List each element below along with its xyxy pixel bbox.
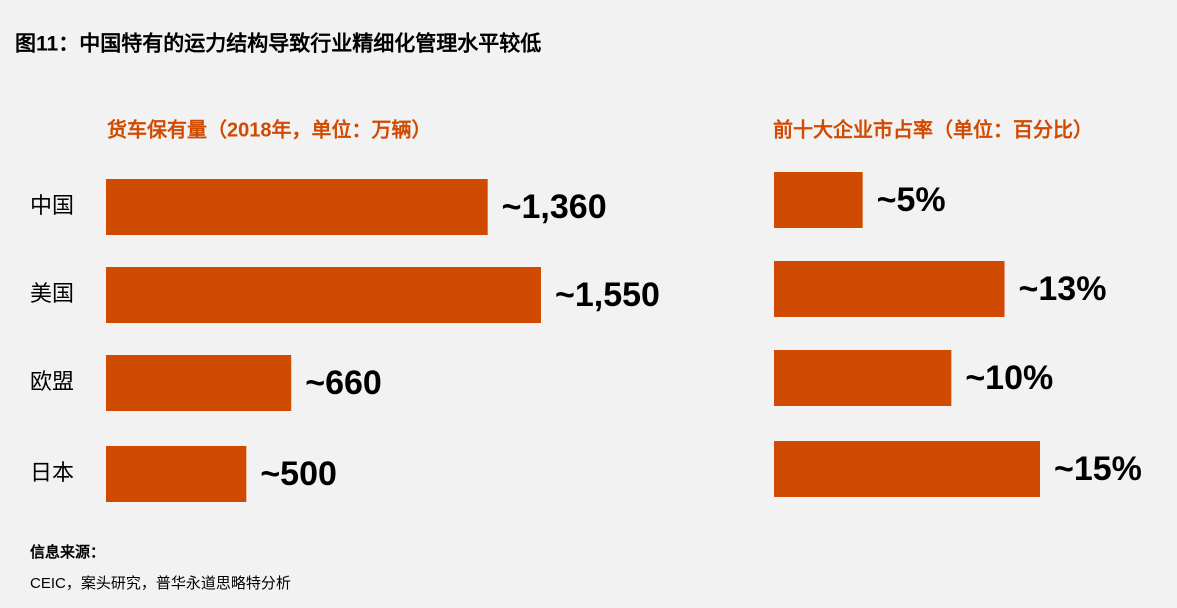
value-label: ~500 — [260, 455, 337, 493]
page-title: 图11：中国特有的运力结构导致行业精细化管理水平较低 — [15, 32, 541, 56]
bar — [106, 355, 292, 411]
panel-title: 货车保有量（2018年，单位：万辆） — [107, 117, 432, 141]
bar — [106, 446, 247, 502]
bar — [106, 179, 488, 235]
bar — [774, 441, 1040, 497]
panel-title: 前十大企业市占率（单位：百分比） — [773, 117, 1093, 141]
source-heading: 信息来源： — [30, 543, 105, 561]
bar — [774, 172, 863, 228]
category-label: 中国 — [30, 193, 74, 218]
source-text: CEIC，案头研究，普华永道思略特分析 — [30, 574, 291, 592]
category-label: 日本 — [30, 460, 74, 485]
value-label: ~1,550 — [555, 276, 660, 314]
value-label: ~15% — [1054, 450, 1142, 488]
category-label: 欧盟 — [30, 369, 74, 394]
value-label: ~5% — [877, 181, 946, 219]
value-label: ~10% — [965, 359, 1053, 397]
value-label: ~1,360 — [502, 188, 607, 226]
bar — [774, 261, 1005, 317]
bar — [106, 267, 541, 323]
bar — [774, 350, 952, 406]
value-label: ~660 — [305, 364, 382, 402]
value-label: ~13% — [1019, 270, 1107, 308]
category-label: 美国 — [30, 281, 74, 306]
